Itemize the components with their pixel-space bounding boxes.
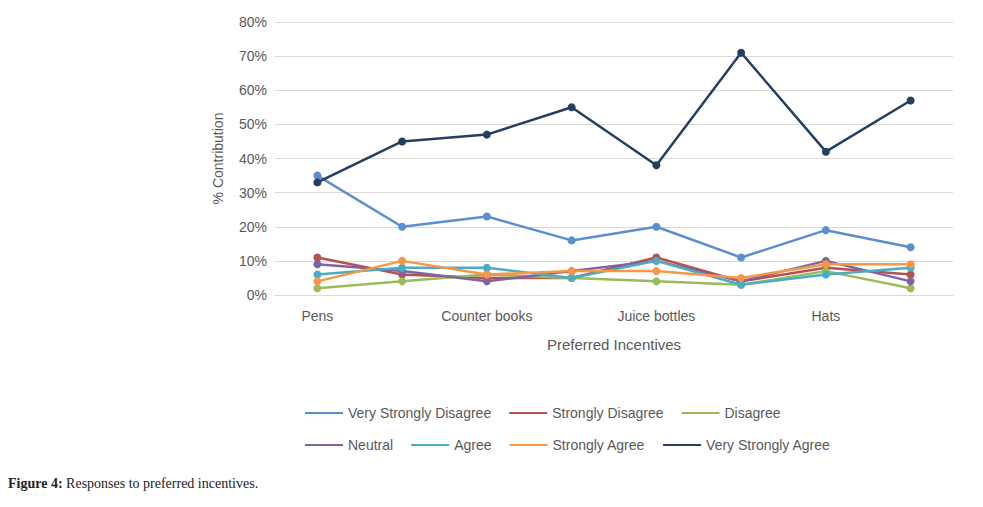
svg-text:Juice bottles: Juice bottles — [617, 308, 695, 324]
svg-text:Strongly Agree: Strongly Agree — [552, 437, 644, 453]
svg-text:10%: 10% — [239, 253, 267, 269]
svg-text:Very Strongly Disagree: Very Strongly Disagree — [348, 405, 491, 421]
svg-text:30%: 30% — [239, 185, 267, 201]
svg-text:70%: 70% — [239, 48, 267, 64]
svg-text:Counter books: Counter books — [441, 308, 532, 324]
svg-text:0%: 0% — [247, 287, 267, 303]
svg-text:Neutral: Neutral — [348, 437, 393, 453]
svg-text:60%: 60% — [239, 82, 267, 98]
svg-text:Very Strongly Agree: Very Strongly Agree — [706, 437, 830, 453]
svg-text:Pens: Pens — [301, 308, 333, 324]
html-text:Figure 4: Responses to preferr: Figure 4: Responses to preferred incenti… — [8, 476, 259, 491]
svg-text:20%: 20% — [239, 219, 267, 235]
svg-text:80%: 80% — [239, 14, 267, 30]
svg-text:50%: 50% — [239, 116, 267, 132]
svg-text:% Contribution: % Contribution — [210, 113, 226, 205]
svg-text:Agree: Agree — [454, 437, 492, 453]
svg-text:Disagree: Disagree — [724, 405, 780, 421]
svg-text:Preferred Incentives: Preferred Incentives — [547, 336, 681, 353]
svg-text:Strongly Disagree: Strongly Disagree — [552, 405, 663, 421]
svg-text:Hats: Hats — [811, 308, 840, 324]
svg-text:40%: 40% — [239, 151, 267, 167]
